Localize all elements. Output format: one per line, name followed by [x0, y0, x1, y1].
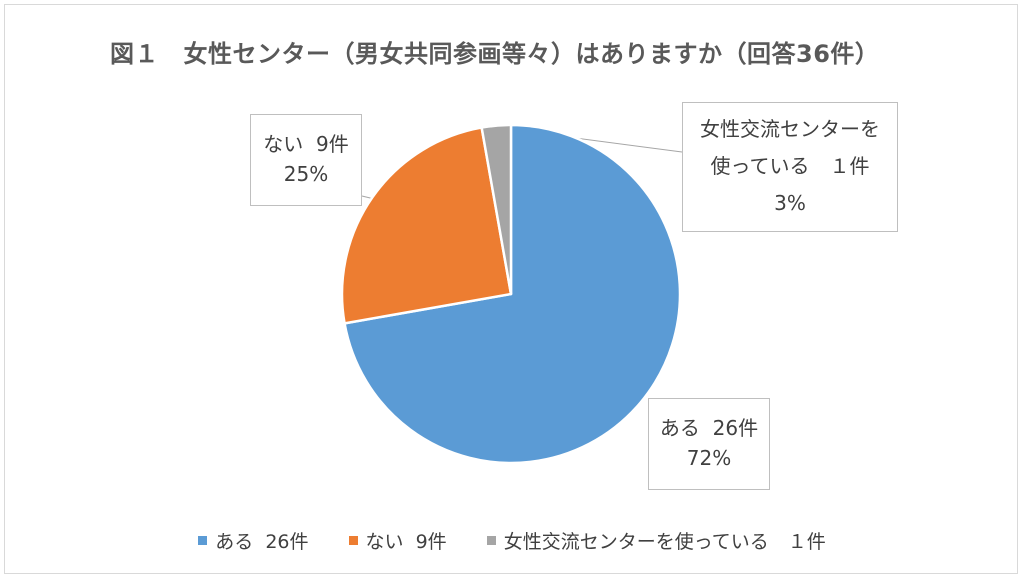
legend-label-nai: ない 9件: [365, 531, 447, 553]
legend-swatch-nai: [348, 536, 358, 545]
pie-slice-nai: [340, 126, 513, 325]
chart-title: 図１ 女性センター（男女共同参画等々）はありますか（回答36件）: [110, 40, 880, 68]
data-label-center-line1: 女性交流センターを: [700, 117, 880, 141]
legend-label-center: 女性交流センターを使っている １件: [503, 531, 826, 553]
legend-label-aru: ある 26件: [215, 531, 309, 553]
legend-swatch-aru: [198, 536, 208, 545]
pie-slices: [340, 123, 682, 465]
data-label-center: 女性交流センターを 使っている １件 3%: [682, 102, 898, 232]
legend-swatch-center: [486, 536, 496, 545]
data-label-nai: ない 9件 25%: [250, 114, 362, 206]
legend: ある 26件 ない 9件 女性交流センターを使っている １件: [0, 527, 1024, 554]
data-label-aru-count: ある 26件: [659, 416, 759, 440]
data-label-nai-count: ない 9件: [263, 132, 349, 156]
pie-slice-center: [480, 123, 513, 296]
legend-item-nai: ない 9件: [348, 527, 447, 554]
data-label-center-line2: 使っている １件: [710, 154, 870, 178]
data-label-nai-percent: 25%: [283, 162, 329, 186]
legend-item-aru: ある 26件: [198, 527, 309, 554]
data-label-aru-percent: 72%: [686, 446, 732, 470]
data-label-aru: ある 26件 72%: [648, 398, 770, 490]
data-label-center-percent: 3%: [774, 191, 806, 215]
legend-item-center: 女性交流センターを使っている １件: [486, 527, 826, 554]
pie-slice-aru: [343, 123, 682, 465]
